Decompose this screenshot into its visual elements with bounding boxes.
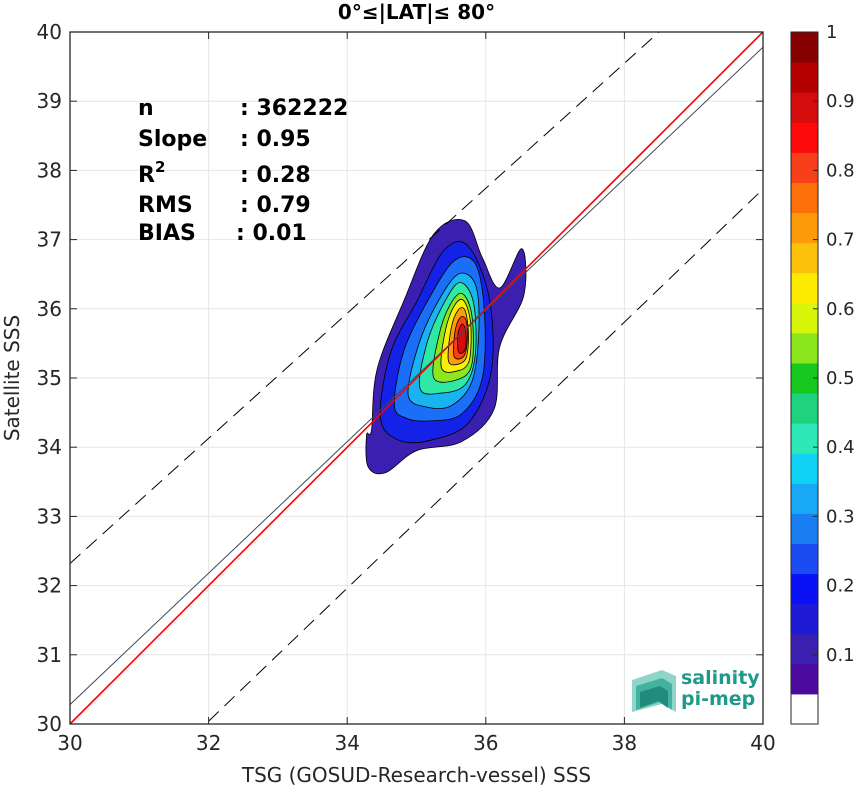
x-tick-label: 36 [473,731,498,755]
colorbar-band [791,32,818,63]
colorbar-band [791,603,818,635]
stat-label: BIAS [138,221,196,246]
y-tick-label: 31 [37,643,62,667]
logo-text-salinity: salinity [681,667,760,689]
colorbar-band [791,152,818,183]
colorbar: 0.1 0.2 0.3 0.4 0.5 0.6 0.7 0.8 0.9 1 [790,22,855,725]
colorbar-band [791,483,818,514]
y-tick-label: 39 [37,89,62,113]
y-tick-label: 38 [37,158,62,182]
stat-label: R2 [138,158,165,188]
colorbar-tick-label: 1 [826,22,837,43]
colorbar-band [791,242,818,274]
x-tick-label: 32 [196,731,221,755]
colorbar-tick-label: 0.2 [826,576,855,597]
x-tick-label: 38 [612,731,637,755]
colorbar-band [791,693,818,725]
y-tick-label: 37 [37,228,62,252]
colorbar-band [791,62,818,93]
stat-value: : 0.79 [240,193,311,218]
colorbar-band [791,272,818,304]
y-tick-label: 32 [37,574,62,598]
y-tick-label: 30 [37,712,62,736]
density-contours [365,219,527,475]
chart-title: 0°≤|LAT|≤ 80° [338,0,495,24]
colorbar-tick-label: 0.9 [826,91,855,112]
x-tick-label: 30 [57,731,82,755]
colorbar-tick-label: 0.5 [826,368,855,389]
statistics-panel: n : 362222 Slope : 0.95 R2 : 0.28 RMS : 0.79 BIA… [138,96,348,246]
colorbar-tick-label: 0.6 [826,299,855,320]
axis-ticks: 30 32 34 36 38 40 30 31 32 33 34 35 36 37 38 39 40 [37,20,776,755]
x-tick-label: 34 [334,731,359,755]
wave-logo-icon [632,670,676,712]
stat-value: : 362222 [240,96,348,121]
colorbar-tick-label: 0.7 [826,230,855,251]
reference-lines [69,31,764,725]
y-tick-label: 40 [37,20,62,44]
stat-superscript: 2 [155,158,165,176]
upper-dashed-line [69,31,660,564]
colorbar-band [791,543,818,575]
colorbar-band [791,573,818,605]
x-axis-label: TSG (GOSUD-Research-vessel) SSS [241,763,591,787]
stat-value: : 0.28 [240,163,311,188]
colorbar-band [791,302,818,334]
regression-line [69,46,764,705]
y-axis-label: Satellite SSS [0,315,24,441]
stat-value: : 0.95 [240,127,311,152]
y-tick-label: 35 [37,366,62,390]
colorbar-band [791,182,818,214]
colorbar-band [791,332,818,364]
stat-label: Slope [138,127,207,152]
colorbar-band [791,453,818,484]
one-to-one-line [69,31,764,725]
stat-label: RMS [138,193,193,218]
y-tick-label: 33 [37,504,62,528]
colorbar-band [791,663,818,695]
lower-dashed-line [208,188,764,722]
colorbar-band [791,122,818,153]
colorbar-tick-label: 0.4 [826,437,855,458]
x-tick-label: 40 [750,731,775,755]
colorbar-band [791,423,818,454]
colorbar-tick-label: 0.8 [826,160,855,181]
logo-text-pi-mep: pi-mep [681,688,755,710]
colorbar-tick-label: 0.1 [826,645,855,666]
y-tick-label: 34 [37,435,62,459]
colorbar-tick-label: 0.3 [826,506,855,527]
stat-value: : 0.01 [236,221,307,246]
y-tick-label: 36 [37,297,62,321]
colorbar-band [791,633,818,665]
colorbar-band [791,513,818,544]
colorbar-band [791,393,818,424]
salinity-pi-mep-logo: salinity pi-mep [632,667,760,712]
stat-label: n [138,96,154,121]
colorbar-band [791,212,818,244]
colorbar-band [791,92,818,123]
